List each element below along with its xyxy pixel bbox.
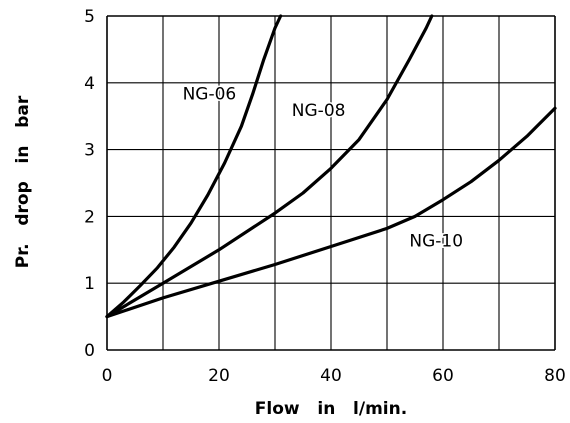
- x-axis-title: Flow in l/min.: [255, 399, 407, 419]
- y-tick-label: 0: [84, 341, 95, 361]
- x-tick-label: 20: [208, 366, 230, 386]
- series-line-ng-06: [105, 14, 283, 319]
- x-tick-label: 80: [544, 366, 566, 386]
- y-tick-label: 4: [84, 74, 95, 94]
- y-tick-label: 5: [84, 7, 95, 27]
- series-label-ng-08: NG-08: [292, 101, 346, 121]
- series-labels: NG-06 NG-08 NG-10: [181, 83, 464, 253]
- x-tick-label: 0: [102, 366, 113, 386]
- grid-lines: [106, 15, 556, 351]
- series-label-ng-10: NG-10: [409, 231, 463, 251]
- series-line-ng-08: [105, 14, 434, 319]
- series-lines: [105, 14, 557, 319]
- y-tick-label: 2: [84, 207, 95, 227]
- tick-labels: 0 1 2 3 4 5 0 20 40 60 80: [84, 7, 566, 386]
- x-tick-label: 40: [320, 366, 342, 386]
- y-tick-label: 3: [84, 141, 95, 161]
- series-label-ng-06: NG-06: [183, 85, 237, 105]
- y-axis-title: Pr. drop in bar: [13, 95, 33, 268]
- series-line-ng-10: [105, 106, 557, 319]
- y-tick-label: 1: [84, 274, 95, 294]
- x-tick-label: 60: [432, 366, 454, 386]
